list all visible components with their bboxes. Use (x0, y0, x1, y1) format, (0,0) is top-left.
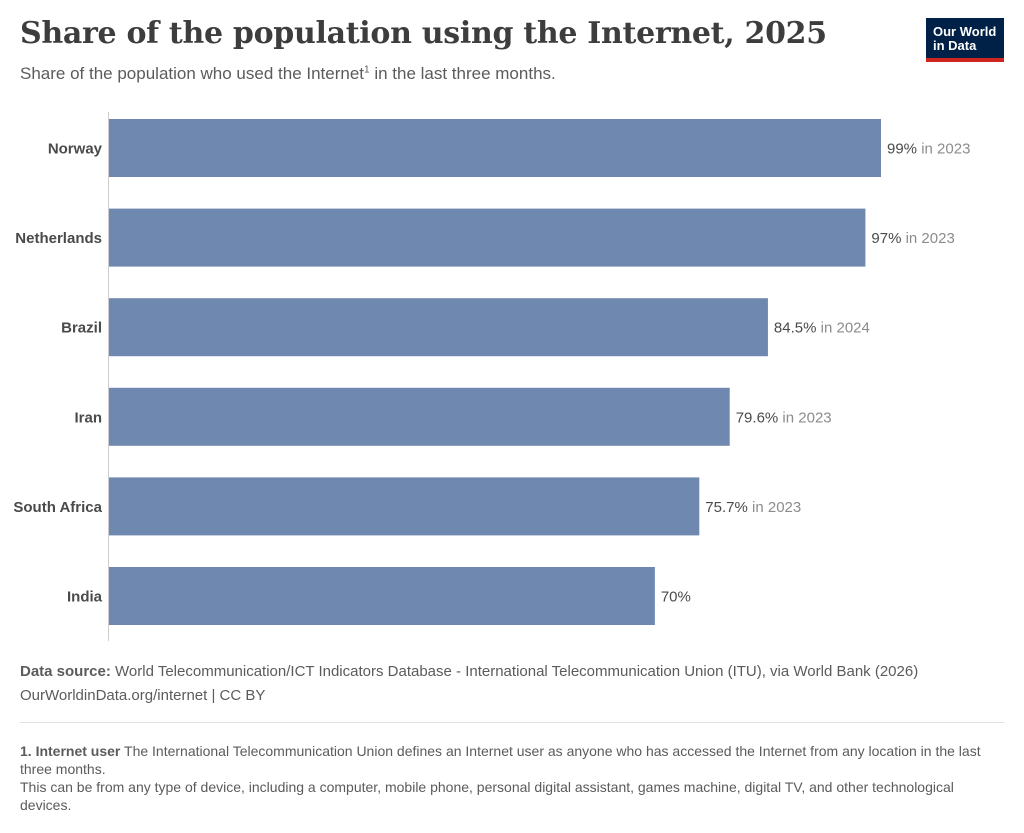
footnote-label: 1. Internet user (20, 743, 121, 759)
bar-india[interactable] (109, 567, 655, 625)
footnote-marker[interactable]: 1 (364, 64, 370, 76)
value-year: in 2023 (901, 230, 954, 247)
category-label: Iran (74, 409, 102, 426)
source-text[interactable]: World Telecommunication/ICT Indicators D… (110, 663, 919, 680)
logo-line-1: Our World (933, 24, 997, 39)
value-year: in 2023 (748, 499, 801, 516)
bar-norway[interactable] (109, 119, 881, 177)
chart-subtitle: Share of the population who used the Int… (20, 64, 556, 84)
subtitle-text: Share of the population who used the Int… (20, 64, 365, 83)
category-label: South Africa (13, 499, 102, 516)
value-label: 99% in 2023 (887, 141, 970, 158)
bar-chart: Norway 99% in 2023 Netherlands 97% in 2023 B… (13, 112, 970, 641)
data-source: Data source: World Telecommunication/ICT… (20, 660, 918, 708)
value-number: 79.6% (736, 409, 779, 426)
chart-title: Share of the population using the Intern… (20, 16, 827, 51)
value-number: 97% (871, 230, 901, 247)
value-label: 75.7% in 2023 (705, 499, 801, 516)
footnote-text: The International Telecommunication Unio… (20, 743, 981, 777)
category-label: India (67, 589, 103, 606)
value-number: 99% (887, 141, 917, 158)
value-year: in 2024 (816, 320, 869, 337)
value-label: 84.5% in 2024 (774, 320, 870, 337)
footnote-text-2: This can be from any type of device, inc… (20, 779, 954, 813)
category-label: Brazil (61, 320, 102, 337)
bar-brazil[interactable] (109, 298, 768, 357)
bar-netherlands[interactable] (109, 208, 866, 267)
footer-divider (20, 722, 1004, 723)
bar-iran[interactable] (109, 387, 730, 446)
value-number: 75.7% (705, 499, 748, 516)
owid-logo[interactable]: Our World in Data (926, 18, 1004, 62)
bar-south-africa[interactable] (109, 477, 700, 536)
category-label: Norway (48, 141, 103, 158)
value-label: 79.6% in 2023 (736, 409, 832, 426)
value-label: 70% (661, 589, 691, 606)
footnote: 1. Internet user The International Telec… (20, 742, 1000, 814)
category-label: Netherlands (15, 230, 102, 247)
subtitle-tail: in the last three months. (369, 64, 556, 83)
value-year: in 2023 (778, 409, 831, 426)
source-url[interactable]: OurWorldinData.org/internet | CC BY (20, 687, 266, 704)
value-number: 84.5% (774, 320, 817, 337)
logo-line-2: in Data (933, 38, 977, 53)
value-year: in 2023 (917, 141, 970, 158)
value-number: 70% (661, 589, 691, 606)
value-label: 97% in 2023 (871, 230, 954, 247)
source-label: Data source: (20, 663, 111, 680)
